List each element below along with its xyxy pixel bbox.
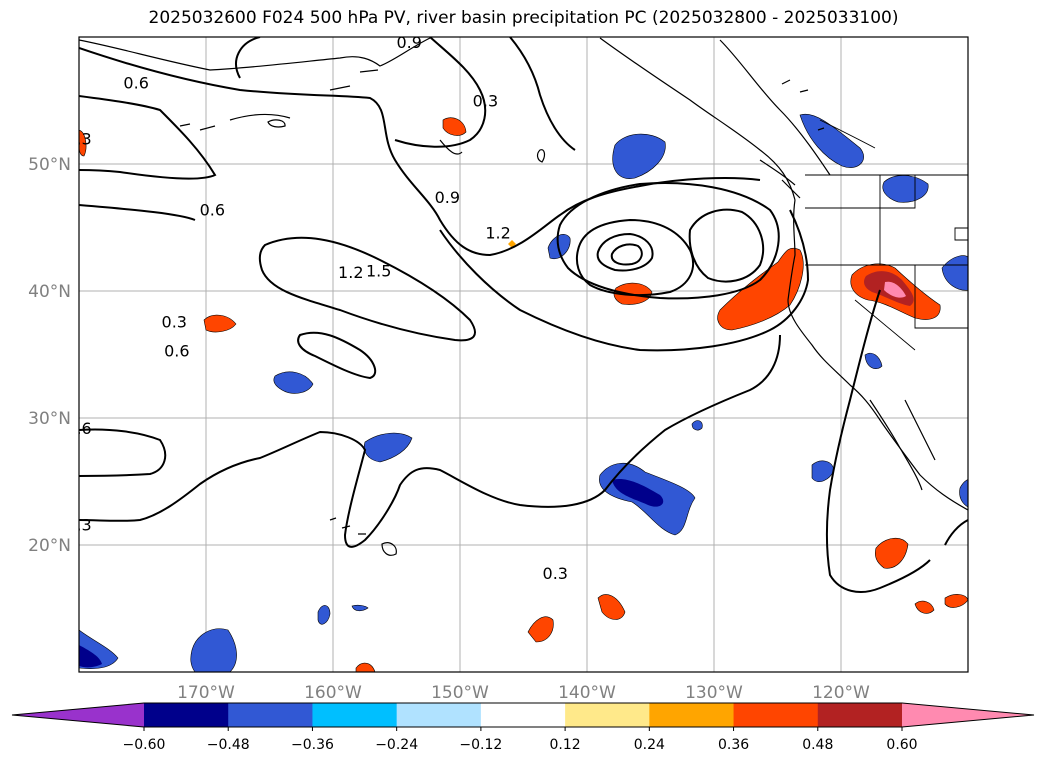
pv-contour-0.6-sw bbox=[79, 428, 167, 477]
colorbar: −0.60 −0.48 −0.36 −0.24 −0.12 0.12 0.24 0.36 0.4… bbox=[11, 702, 1035, 753]
pv-contour-label: 0.3 bbox=[473, 92, 498, 111]
pv-contour-label: 0.9 bbox=[435, 188, 460, 207]
pv-contour-0.3-south bbox=[79, 334, 781, 548]
colorbar-bin bbox=[144, 703, 229, 727]
longitude-labels: 170°W 160°W 150°W 140°W 130°W 120°W bbox=[177, 683, 870, 703]
precip-blob-neg bbox=[190, 628, 237, 672]
precip-blob-core bbox=[79, 645, 102, 668]
pv-contour-0.6-west bbox=[79, 95, 217, 180]
precip-blob-pos bbox=[874, 537, 909, 569]
pv-contour-labels: 0.60.30.90.30.60.91.21.2 1.50.30.60.60.30… bbox=[66, 33, 568, 583]
pv-contour-0.3-lobe bbox=[509, 37, 576, 151]
precip-blob-pos bbox=[914, 600, 935, 614]
precip-blob-pos bbox=[442, 117, 467, 136]
precip-blob-pos bbox=[597, 594, 626, 620]
precip-blob-neg bbox=[317, 605, 331, 625]
pv-contour-label: 1.2 bbox=[338, 263, 363, 282]
precip-blob-neg bbox=[273, 371, 314, 394]
lon-tick-label: 160°W bbox=[304, 683, 362, 703]
lon-tick-label: 140°W bbox=[558, 683, 616, 703]
colorbar-bin bbox=[480, 703, 566, 727]
precip-blob-neg bbox=[351, 604, 369, 612]
colorbar-tick-label: −0.60 bbox=[123, 737, 166, 753]
map-title: 2025032600 F024 500 hPa PV, river basin … bbox=[148, 8, 899, 28]
pv-contour-0.6-small bbox=[297, 331, 377, 380]
precip-blob-pos bbox=[527, 616, 554, 643]
colorbar-tick-label: 0.60 bbox=[886, 737, 917, 753]
pv-contour-1.2-east bbox=[688, 208, 765, 283]
colorbar-bin bbox=[228, 703, 313, 727]
colorbar-tick-label: −0.48 bbox=[207, 737, 250, 753]
precip-blob-core bbox=[612, 478, 664, 507]
pv-contour-0.3-main bbox=[258, 236, 476, 342]
colorbar-tick-label: 0.48 bbox=[802, 737, 833, 753]
colorbar-extend-min bbox=[12, 703, 144, 727]
coastlines bbox=[79, 37, 968, 556]
pv-contour-label: 0.3 bbox=[162, 312, 187, 331]
precipitation-shading bbox=[79, 113, 968, 672]
lat-tick-label: 30°N bbox=[28, 409, 71, 429]
pv-contours bbox=[79, 37, 968, 593]
precip-blob-neg bbox=[363, 432, 413, 463]
pv-contour-label: 0.6 bbox=[66, 419, 91, 438]
precip-blob-neg bbox=[882, 175, 929, 203]
precip-blob-pos bbox=[203, 314, 237, 333]
pv-contour-label: 0.3 bbox=[66, 130, 91, 149]
colorbar-tick-label: −0.12 bbox=[459, 737, 502, 753]
precip-blob-neg bbox=[941, 255, 968, 291]
colorbar-bin bbox=[733, 703, 819, 727]
colorbar-tick-label: −0.24 bbox=[375, 737, 418, 753]
pv-contour-label: 0.6 bbox=[164, 342, 189, 361]
lon-tick-label: 130°W bbox=[685, 683, 743, 703]
pv-contour-label: 1.5 bbox=[366, 262, 391, 281]
pv-contour-label: 0.3 bbox=[543, 564, 568, 583]
colorbar-bin bbox=[312, 703, 398, 727]
pv-contour-0.3-east2 bbox=[944, 519, 968, 546]
lon-tick-label: 170°W bbox=[177, 683, 235, 703]
colorbar-tick-label: 0.24 bbox=[634, 737, 665, 753]
colorbar-bin bbox=[649, 703, 735, 727]
pv-contour-1.5 bbox=[596, 232, 654, 272]
pv-contour-0.3-big bbox=[439, 209, 810, 352]
lat-tick-label: 20°N bbox=[28, 536, 71, 556]
lat-tick-label: 40°N bbox=[28, 282, 71, 302]
lon-tick-label: 120°W bbox=[812, 683, 870, 703]
pv-contour-label: 0.6 bbox=[200, 201, 225, 220]
precip-blob-pos3 bbox=[884, 281, 906, 298]
political-borders bbox=[805, 119, 968, 351]
pv-contour-label: 1.2 bbox=[485, 224, 510, 243]
map-frame bbox=[78, 36, 969, 673]
pv-contour-0.9 bbox=[556, 182, 780, 300]
precip-blob-neg bbox=[691, 420, 703, 431]
colorbar-tick-label: 0.36 bbox=[718, 737, 749, 753]
lon-tick-label: 150°W bbox=[431, 683, 489, 703]
pv-contour-1.2 bbox=[575, 218, 695, 297]
pv-contour-1.8 bbox=[610, 243, 643, 266]
pv-contour-label: 0.9 bbox=[396, 33, 421, 52]
pv-contour-0.3-east bbox=[826, 289, 931, 593]
pv-contour-0.3 bbox=[79, 204, 196, 221]
pv-contour-label: 0.3 bbox=[66, 516, 91, 535]
precip-blob-neg bbox=[959, 479, 968, 508]
pv-contour-0.6 bbox=[79, 47, 761, 257]
colorbar-tick-label: −0.36 bbox=[291, 737, 334, 753]
precip-blob-pos bbox=[355, 662, 376, 672]
colorbar-bin bbox=[817, 703, 903, 727]
colorbar-tick-label: 0.12 bbox=[550, 737, 581, 753]
pv-contour-0.9-lobe bbox=[235, 37, 487, 148]
colorbar-bin bbox=[565, 703, 650, 727]
colorbar-extend-max bbox=[902, 703, 1034, 727]
precip-blob-neg bbox=[864, 352, 883, 369]
pv-contour-label: 0.6 bbox=[123, 74, 148, 93]
lat-tick-label: 50°N bbox=[28, 155, 71, 175]
precip-blob-neg bbox=[799, 113, 864, 168]
precip-blob-neg bbox=[612, 133, 666, 179]
colorbar-bin bbox=[396, 703, 482, 727]
latitude-labels: 20°N 30°N 40°N 50°N bbox=[28, 155, 71, 556]
